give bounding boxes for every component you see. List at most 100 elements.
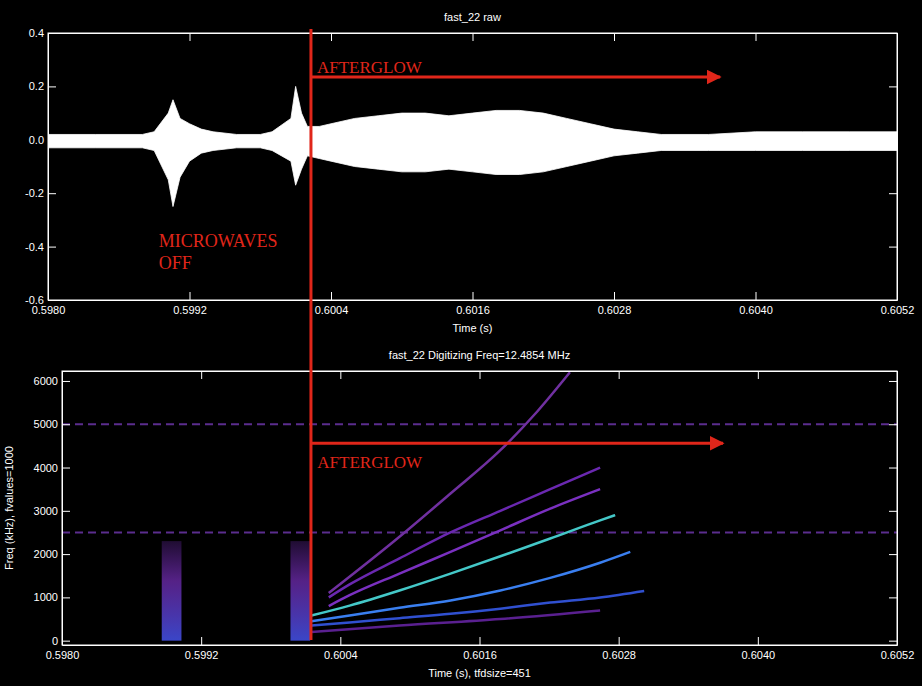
tick: 0.6028 — [598, 292, 632, 316]
tick-mark — [473, 33, 474, 41]
frame — [62, 371, 897, 645]
tick-mark — [48, 300, 56, 301]
axis: 0 1000 2000 3000 4000 5000 6000 — [34, 372, 70, 647]
axis-line — [897, 34, 898, 301]
x-axis-title: Time (s) — [453, 322, 493, 334]
axis-line — [62, 372, 63, 646]
tick-mark — [889, 140, 897, 141]
tick — [758, 371, 759, 379]
tick — [889, 597, 897, 598]
tick: 3000 — [34, 505, 70, 517]
tick-label: 0.6040 — [739, 304, 773, 316]
tick — [190, 33, 191, 41]
tick-label: 4000 — [34, 462, 58, 474]
tick — [889, 424, 897, 425]
tick-mark — [889, 597, 897, 598]
tick-mark — [62, 424, 70, 425]
tick: 0.5992 — [173, 292, 207, 316]
frame — [48, 33, 897, 300]
tick: 0.6016 — [463, 637, 497, 661]
axis-line — [48, 34, 49, 301]
tick-label: 0.5992 — [185, 649, 219, 661]
tick-mark — [48, 193, 56, 194]
arrow — [311, 442, 723, 445]
tick: 1000 — [34, 591, 70, 603]
tick-mark — [48, 86, 56, 87]
tick-mark — [480, 637, 481, 645]
tick — [889, 193, 897, 194]
tick-mark — [889, 641, 897, 642]
tick-label: 0 — [52, 635, 58, 647]
tick-mark — [614, 292, 615, 300]
tick-mark — [756, 292, 757, 300]
axis-line — [897, 372, 898, 646]
tick — [614, 33, 615, 41]
tick-mark — [889, 193, 897, 194]
tick — [756, 33, 757, 41]
tick-mark — [758, 637, 759, 645]
tick-mark — [62, 381, 70, 382]
tick-label: 6000 — [34, 375, 58, 387]
tick — [201, 371, 202, 379]
tick-mark — [889, 554, 897, 555]
marker-line — [309, 29, 312, 640]
tick-label: 0.6040 — [742, 649, 776, 661]
tick — [889, 33, 897, 34]
panel: 0.59800.59920.60040.60160.60280.60400.60… — [3, 349, 914, 679]
tick — [889, 140, 897, 141]
tick-label: 0.0 — [29, 134, 44, 146]
tick — [889, 468, 897, 469]
tick-mark — [201, 371, 202, 379]
tick: 2000 — [34, 548, 70, 560]
tick-mark — [480, 371, 481, 379]
tick-mark — [473, 292, 474, 300]
tick-mark — [889, 468, 897, 469]
burst — [290, 541, 310, 641]
axis — [49, 33, 898, 41]
tick: 5000 — [34, 418, 70, 430]
chirp-line — [311, 552, 630, 621]
tick: -0.6 — [25, 294, 56, 306]
tick-label: 0.2 — [29, 80, 44, 92]
axis: 0.59800.59920.60040.60160.60280.60400.60… — [46, 637, 915, 661]
burst — [162, 541, 182, 641]
tick: 0.4 — [29, 27, 56, 39]
axis-line — [63, 645, 898, 646]
tick: 0.6004 — [324, 637, 358, 661]
axis — [63, 371, 898, 379]
tick-label: 0.4 — [29, 27, 44, 39]
annotation-label: AFTERGLOW — [317, 453, 423, 472]
tick: -0.2 — [25, 187, 56, 199]
chart-title: fast_22 raw — [444, 11, 501, 23]
tick-label: -0.2 — [25, 187, 44, 199]
tick-label: 0.6052 — [881, 304, 915, 316]
chirp-line — [329, 372, 570, 593]
tick-label: 0.6004 — [324, 649, 358, 661]
axis: -0.6 -0.4 -0.2 0.0 0.2 0.4 — [25, 27, 56, 306]
figure: 0.59800.59920.60040.60160.60280.60400.60… — [0, 0, 922, 686]
chart-title: fast_22 Digitizing Freq=12.4854 MHz — [389, 349, 570, 361]
tick-label: 0.6016 — [456, 304, 490, 316]
tick-mark — [619, 637, 620, 645]
tick-mark — [62, 468, 70, 469]
x-axis-title: Time (s), tfdsize=451 — [428, 667, 531, 679]
tick-mark — [340, 371, 341, 379]
tick-mark — [758, 371, 759, 379]
tick — [619, 371, 620, 379]
waveform — [48, 86, 897, 206]
tick-mark — [62, 641, 70, 642]
tick: -0.4 — [25, 241, 56, 253]
tick-mark — [889, 511, 897, 512]
tick: 0.5992 — [185, 637, 219, 661]
tick-label: -0.4 — [25, 241, 44, 253]
tick-label: 0.6052 — [881, 649, 915, 661]
tick — [473, 33, 474, 41]
tick-mark — [619, 371, 620, 379]
tick-mark — [889, 86, 897, 87]
tick: 0.6028 — [602, 637, 636, 661]
tick-mark — [331, 33, 332, 41]
tick-label: 0.6004 — [315, 304, 349, 316]
tick: 0.0 — [29, 134, 56, 146]
tick-mark — [331, 292, 332, 300]
background — [0, 0, 922, 686]
